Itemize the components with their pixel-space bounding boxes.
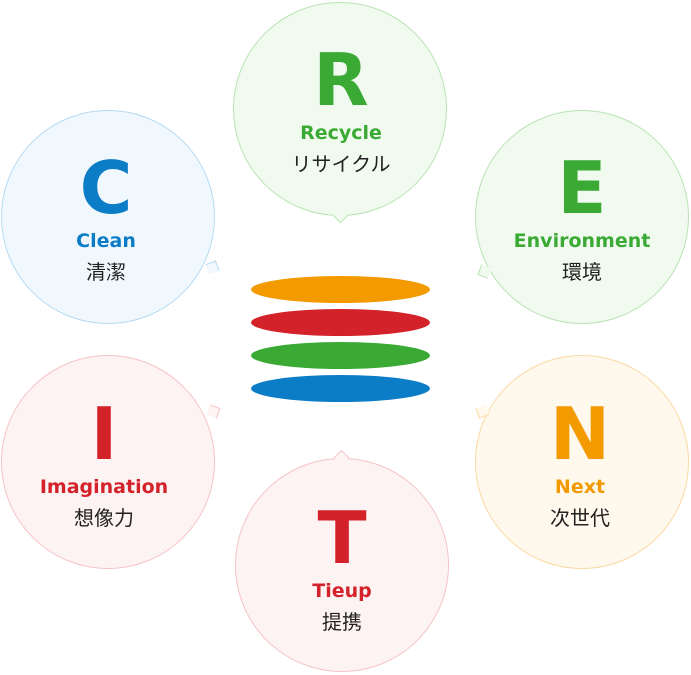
imagination-english: Imagination <box>39 476 169 498</box>
bubble-next <box>475 355 689 569</box>
tieup-english: Tieup <box>312 580 372 602</box>
environment-english: Environment <box>513 230 651 252</box>
bubble-tieup <box>235 458 449 672</box>
stack-disc-green <box>251 342 430 369</box>
next-japanese: 次世代 <box>549 506 610 530</box>
stack-disc-orange <box>251 276 430 303</box>
recycle-english: Recycle <box>300 122 382 144</box>
bubble-environment <box>475 110 689 324</box>
bubble-tail-imagination <box>206 404 221 419</box>
clean-letter: C <box>79 146 133 230</box>
bubble-recycle <box>233 2 447 216</box>
stack-disc-red <box>251 309 430 336</box>
environment-japanese: 環境 <box>562 260 602 284</box>
clean-japanese: 清潔 <box>85 260 126 284</box>
clean-label-group: C Clean 清潔 <box>76 152 136 285</box>
environment-label-group: E Environment 環境 <box>514 152 651 285</box>
bubble-tail-clean <box>205 260 220 275</box>
environment-letter: E <box>557 146 607 230</box>
recycle-label-group: R Recycle リサイクル <box>292 44 391 177</box>
tieup-letter: T <box>317 496 367 580</box>
bubble-clean <box>1 110 215 324</box>
clean-english: Clean <box>76 230 136 252</box>
recycle-japanese: リサイクル <box>291 152 391 176</box>
next-label-group: N Next 次世代 <box>550 398 610 531</box>
imagination-label-group: I Imagination 想像力 <box>40 398 168 531</box>
bubble-imagination <box>1 355 215 569</box>
next-english: Next <box>554 476 606 498</box>
imagination-letter: I <box>90 392 118 476</box>
recycle-letter: R <box>313 38 369 122</box>
stack-disc-blue <box>251 375 430 402</box>
next-letter: N <box>549 392 611 476</box>
tieup-japanese: 提携 <box>322 610 362 634</box>
bubble-tail-environment <box>477 264 492 279</box>
tieup-label-group: T Tieup 提携 <box>312 502 372 635</box>
imagination-japanese: 想像力 <box>73 506 134 530</box>
